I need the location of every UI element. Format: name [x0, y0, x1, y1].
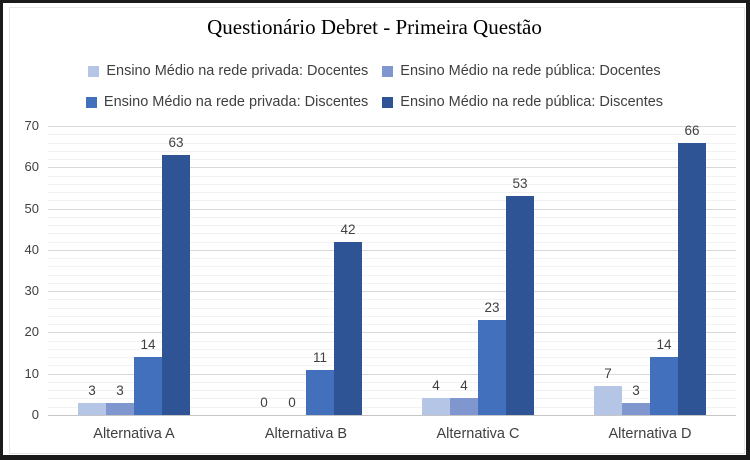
- bar: [162, 154, 190, 415]
- bar: [106, 402, 134, 415]
- minor-gridline: [48, 241, 736, 243]
- y-axis-tick-label: 10: [24, 365, 39, 381]
- bar-value-label: 53: [512, 176, 528, 192]
- legend-item: Ensino Médio na rede privada: Discentes: [85, 94, 369, 110]
- y-axis-tick-label: 0: [31, 407, 39, 422]
- minor-gridline: [48, 159, 736, 161]
- minor-gridline: [48, 357, 736, 359]
- major-gridline: [48, 167, 736, 169]
- legend-label: Ensino Médio na rede privada: Docentes: [106, 63, 369, 79]
- minor-gridline: [48, 348, 736, 350]
- bar: [478, 320, 506, 415]
- category-label: Alternativa A: [93, 426, 175, 442]
- minor-gridline: [48, 315, 736, 317]
- bar-value-label: 7: [604, 366, 612, 382]
- legend-label: Ensino Médio na rede pública: Docentes: [400, 63, 661, 79]
- minor-gridline: [48, 150, 736, 152]
- category-label: Alternativa B: [264, 426, 348, 442]
- minor-gridline: [48, 282, 736, 284]
- y-axis-tick-label: 40: [24, 241, 39, 257]
- bar: [594, 386, 622, 415]
- minor-gridline: [48, 307, 736, 309]
- minor-gridline: [48, 192, 736, 194]
- category-label: Alternativa D: [608, 426, 692, 442]
- legend-swatch-icon: [382, 96, 394, 108]
- bar-value-label: 0: [260, 395, 268, 410]
- major-gridline: [48, 126, 736, 127]
- legend-swatch-icon: [382, 65, 394, 77]
- bar: [650, 357, 678, 415]
- bar-value-label: 0: [288, 395, 296, 410]
- minor-gridline: [48, 258, 736, 260]
- minor-gridline: [48, 299, 736, 301]
- minor-gridline: [48, 175, 736, 177]
- legend-label: Ensino Médio na rede pública: Discentes: [400, 94, 664, 110]
- legend-swatch-icon: [85, 96, 97, 108]
- minor-gridline: [48, 200, 736, 202]
- bar-value-label: 66: [684, 122, 700, 138]
- minor-gridline: [48, 266, 736, 268]
- bar-value-label: 63: [168, 134, 184, 150]
- legend-swatch-icon: [88, 65, 100, 77]
- bar: [334, 241, 362, 415]
- legend-label: Ensino Médio na rede privada: Discentes: [103, 94, 369, 110]
- chart-title: Questionário Debret - Primeira Questão: [207, 15, 542, 39]
- minor-gridline: [48, 233, 736, 235]
- y-axis-tick-label: 30: [24, 283, 39, 299]
- minor-gridline: [48, 324, 736, 326]
- x-axis-line: [48, 415, 736, 416]
- minor-gridline: [48, 398, 736, 400]
- minor-gridline: [48, 381, 736, 383]
- bar-value-label: 14: [656, 337, 672, 353]
- legend-row-1: Ensino Médio na rede privada: Docentes En…: [3, 60, 746, 82]
- legend-item: Ensino Médio na rede privada: Docentes: [88, 63, 368, 79]
- bar: [506, 196, 534, 415]
- y-axis-tick-label: 60: [24, 159, 39, 175]
- bar: [678, 142, 706, 415]
- minor-gridline: [48, 142, 736, 144]
- legend-item: Ensino Médio na rede pública: Docentes: [382, 63, 661, 79]
- minor-gridline: [48, 340, 736, 342]
- bar-value-label: 4: [432, 378, 440, 394]
- bar-value-label: 42: [340, 221, 356, 237]
- bar: [306, 369, 334, 415]
- bar: [78, 402, 106, 415]
- major-gridline: [48, 291, 736, 293]
- minor-gridline: [48, 365, 736, 367]
- major-gridline: [48, 332, 736, 334]
- minor-gridline: [48, 216, 736, 218]
- minor-gridline: [48, 406, 736, 408]
- bar: [450, 398, 478, 415]
- bar-value-label: 3: [632, 382, 640, 398]
- bar-value-label: 3: [116, 382, 124, 398]
- major-gridline: [48, 249, 736, 251]
- bar: [422, 398, 450, 415]
- major-gridline: [48, 208, 736, 210]
- bar-value-label: 14: [140, 337, 156, 353]
- category-label: Alternativa C: [436, 426, 520, 442]
- minor-gridline: [48, 134, 736, 136]
- bar-value-label: 4: [460, 378, 468, 394]
- bar-value-label: 23: [484, 300, 500, 316]
- legend-row-2: Ensino Médio na rede privada: Discentes E…: [3, 91, 746, 113]
- minor-gridline: [48, 274, 736, 276]
- bar-value-label: 3: [88, 382, 96, 398]
- bar-value-label: 11: [312, 349, 327, 365]
- minor-gridline: [48, 225, 736, 227]
- bar: [622, 402, 650, 415]
- y-axis-tick-label: 20: [24, 324, 39, 340]
- minor-gridline: [48, 390, 736, 392]
- minor-gridline: [48, 183, 736, 185]
- bar: [134, 357, 162, 415]
- legend-item: Ensino Médio na rede pública: Discentes: [382, 94, 663, 110]
- y-axis-tick-label: 50: [24, 200, 39, 216]
- major-gridline: [48, 373, 736, 375]
- y-axis-tick-label: 70: [24, 118, 39, 133]
